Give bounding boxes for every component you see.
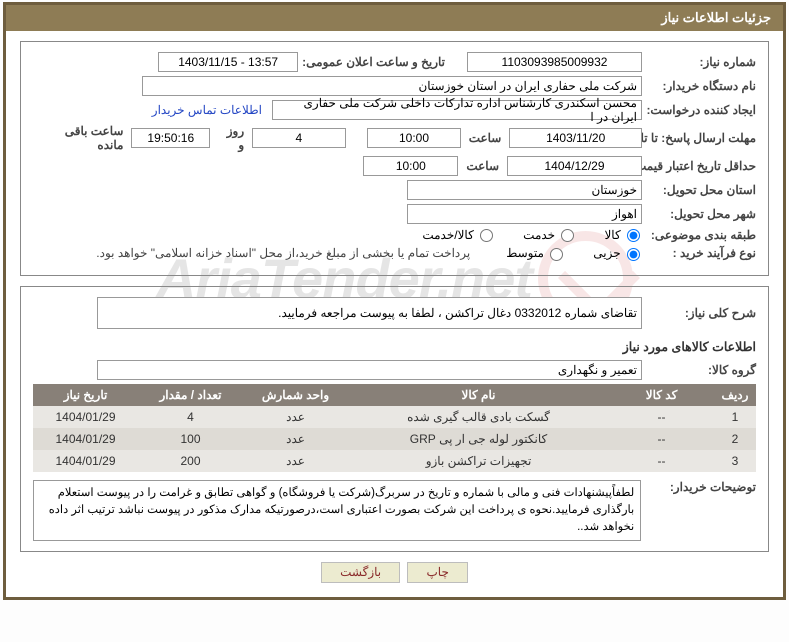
- buyer-name-field: شرکت ملی حفاری ایران در استان خوزستان: [142, 76, 642, 96]
- goods-info-header: اطلاعات کالاهای مورد نیاز: [33, 339, 756, 354]
- table-row: 2 -- کانکتور لوله جی ار پی GRP عدد 100 1…: [33, 428, 756, 450]
- lbl-deadline: مهلت ارسال پاسخ: تا تاریخ:: [646, 131, 756, 145]
- goods-table-body: 1 -- گسکت بادی قالب گیری شده عدد 4 1404/…: [33, 406, 756, 472]
- col-row: ردیف: [714, 384, 756, 406]
- lbl-time-left: ساعت باقی مانده: [33, 124, 127, 152]
- lbl-need-desc: شرح کلی نیاز:: [646, 306, 756, 320]
- table-row: 3 -- تجهیزات تراکشن بازو عدد 200 1404/01…: [33, 450, 756, 472]
- lbl-city: شهر محل تحویل:: [646, 207, 756, 221]
- lbl-province: استان محل تحویل:: [646, 183, 756, 197]
- radio-service[interactable]: خدمت: [523, 228, 574, 242]
- ann-date-field: 1403/11/15 - 13:57: [158, 52, 298, 72]
- need-no-field: 1103093985009932: [467, 52, 642, 72]
- lbl-proc-type: نوع فرآیند خرید :: [646, 246, 756, 260]
- lbl-hour-2: ساعت: [462, 159, 503, 173]
- col-code: کد کالا: [609, 384, 714, 406]
- proc-note: پرداخت تمام یا بخشی از مبلغ خرید،از محل …: [96, 246, 470, 260]
- deadline-time-field: 10:00: [367, 128, 460, 148]
- lbl-min-valid: حداقل تاریخ اعتبار قیمت: تا تاریخ:: [646, 159, 756, 173]
- lbl-buyer-name: نام دستگاه خریدار:: [646, 79, 756, 93]
- col-qty: تعداد / مقدار: [138, 384, 243, 406]
- valid-time-field: 10:00: [363, 156, 458, 176]
- button-row: چاپ بازگشت: [20, 562, 769, 583]
- info-box-1: شماره نیاز: 1103093985009932 تاریخ و ساع…: [20, 41, 769, 276]
- radio-goods[interactable]: کالا: [604, 228, 640, 242]
- buyer-notes-field: لطفاًپیشنهادات فنی و مالی با شماره و تار…: [33, 480, 641, 542]
- lbl-need-no: شماره نیاز:: [646, 55, 756, 69]
- col-date: تاریخ نیاز: [33, 384, 138, 406]
- requester-field: محسن اسکندری کارشناس اداره تدارکات داخلی…: [272, 100, 642, 120]
- col-unit: واحد شمارش: [243, 384, 348, 406]
- lbl-requester: ایجاد کننده درخواست:: [646, 103, 756, 117]
- deadline-date-field: 1403/11/20: [509, 128, 642, 148]
- city-field: اهواز: [407, 204, 642, 224]
- lbl-ann-date: تاریخ و ساعت اعلان عمومی:: [302, 55, 445, 69]
- lbl-goods-group: گروه کالا:: [646, 363, 756, 377]
- need-desc-field: تقاضای شماره 0332012 دغال تراکشن ، لطفا …: [97, 297, 642, 329]
- content-area: AriaTender.net شماره نیاز: 1103093985009…: [6, 31, 783, 597]
- col-name: نام کالا: [348, 384, 609, 406]
- province-field: خوزستان: [407, 180, 642, 200]
- table-row: 1 -- گسکت بادی قالب گیری شده عدد 4 1404/…: [33, 406, 756, 428]
- lbl-hour-1: ساعت: [465, 131, 506, 145]
- print-button[interactable]: چاپ: [407, 562, 467, 583]
- days-left-field: 4: [252, 128, 345, 148]
- main-frame: جزئیات اطلاعات نیاز AriaTender.net شماره…: [3, 2, 786, 600]
- lbl-buyer-notes: توضیحات خریدار:: [647, 480, 756, 494]
- goods-table: ردیف کد کالا نام کالا واحد شمارش تعداد /…: [33, 384, 756, 472]
- back-button[interactable]: بازگشت: [321, 562, 400, 583]
- valid-date-field: 1404/12/29: [507, 156, 642, 176]
- info-box-2: شرح کلی نیاز: تقاضای شماره 0332012 دغال …: [20, 286, 769, 553]
- radio-minor[interactable]: جزیی: [593, 246, 640, 260]
- page-title: جزئیات اطلاعات نیاز: [661, 10, 771, 25]
- countdown-field: 19:50:16: [131, 128, 210, 148]
- goods-group-field: تعمیر و نگهداری: [97, 360, 642, 380]
- buyer-contact-link[interactable]: اطلاعات تماس خریدار: [152, 103, 262, 117]
- title-bar: جزئیات اطلاعات نیاز: [6, 5, 783, 31]
- lbl-category: طبقه بندی موضوعی:: [646, 228, 756, 242]
- radio-goods-service[interactable]: کالا/خدمت: [422, 228, 493, 242]
- radio-medium[interactable]: متوسط: [506, 246, 563, 260]
- lbl-days-and: روز و: [214, 124, 248, 152]
